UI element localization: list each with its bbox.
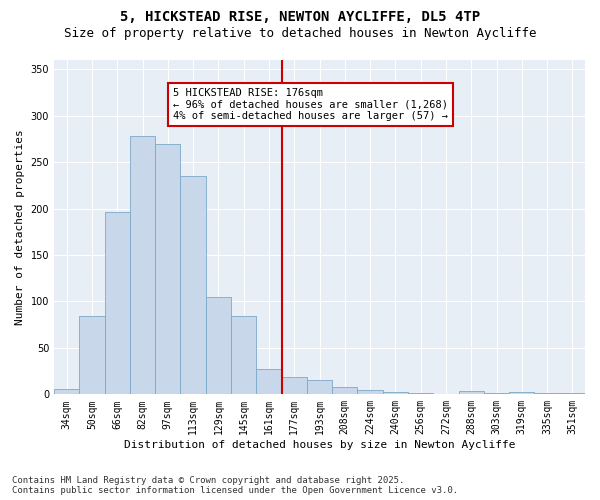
Bar xyxy=(358,390,383,394)
Text: Contains HM Land Registry data © Crown copyright and database right 2025.
Contai: Contains HM Land Registry data © Crown c… xyxy=(12,476,458,495)
Bar xyxy=(281,376,307,394)
Text: 5 HICKSTEAD RISE: 176sqm
← 96% of detached houses are smaller (1,268)
4% of semi: 5 HICKSTEAD RISE: 176sqm ← 96% of detach… xyxy=(173,88,448,121)
Text: Size of property relative to detached houses in Newton Aycliffe: Size of property relative to detached ho… xyxy=(64,28,536,40)
Bar xyxy=(155,144,181,394)
Bar xyxy=(231,316,256,394)
Bar xyxy=(130,136,155,394)
Bar xyxy=(383,392,408,394)
Bar xyxy=(256,370,281,394)
Bar xyxy=(206,297,231,394)
Text: 5, HICKSTEAD RISE, NEWTON AYCLIFFE, DL5 4TP: 5, HICKSTEAD RISE, NEWTON AYCLIFFE, DL5 … xyxy=(120,10,480,24)
Bar xyxy=(104,212,130,394)
X-axis label: Distribution of detached houses by size in Newton Aycliffe: Distribution of detached houses by size … xyxy=(124,440,515,450)
Bar xyxy=(181,176,206,394)
Bar xyxy=(54,389,79,394)
Bar xyxy=(509,392,535,394)
Bar xyxy=(79,316,104,394)
Bar xyxy=(458,390,484,394)
Bar xyxy=(307,380,332,394)
Y-axis label: Number of detached properties: Number of detached properties xyxy=(15,130,25,325)
Bar xyxy=(332,387,358,394)
